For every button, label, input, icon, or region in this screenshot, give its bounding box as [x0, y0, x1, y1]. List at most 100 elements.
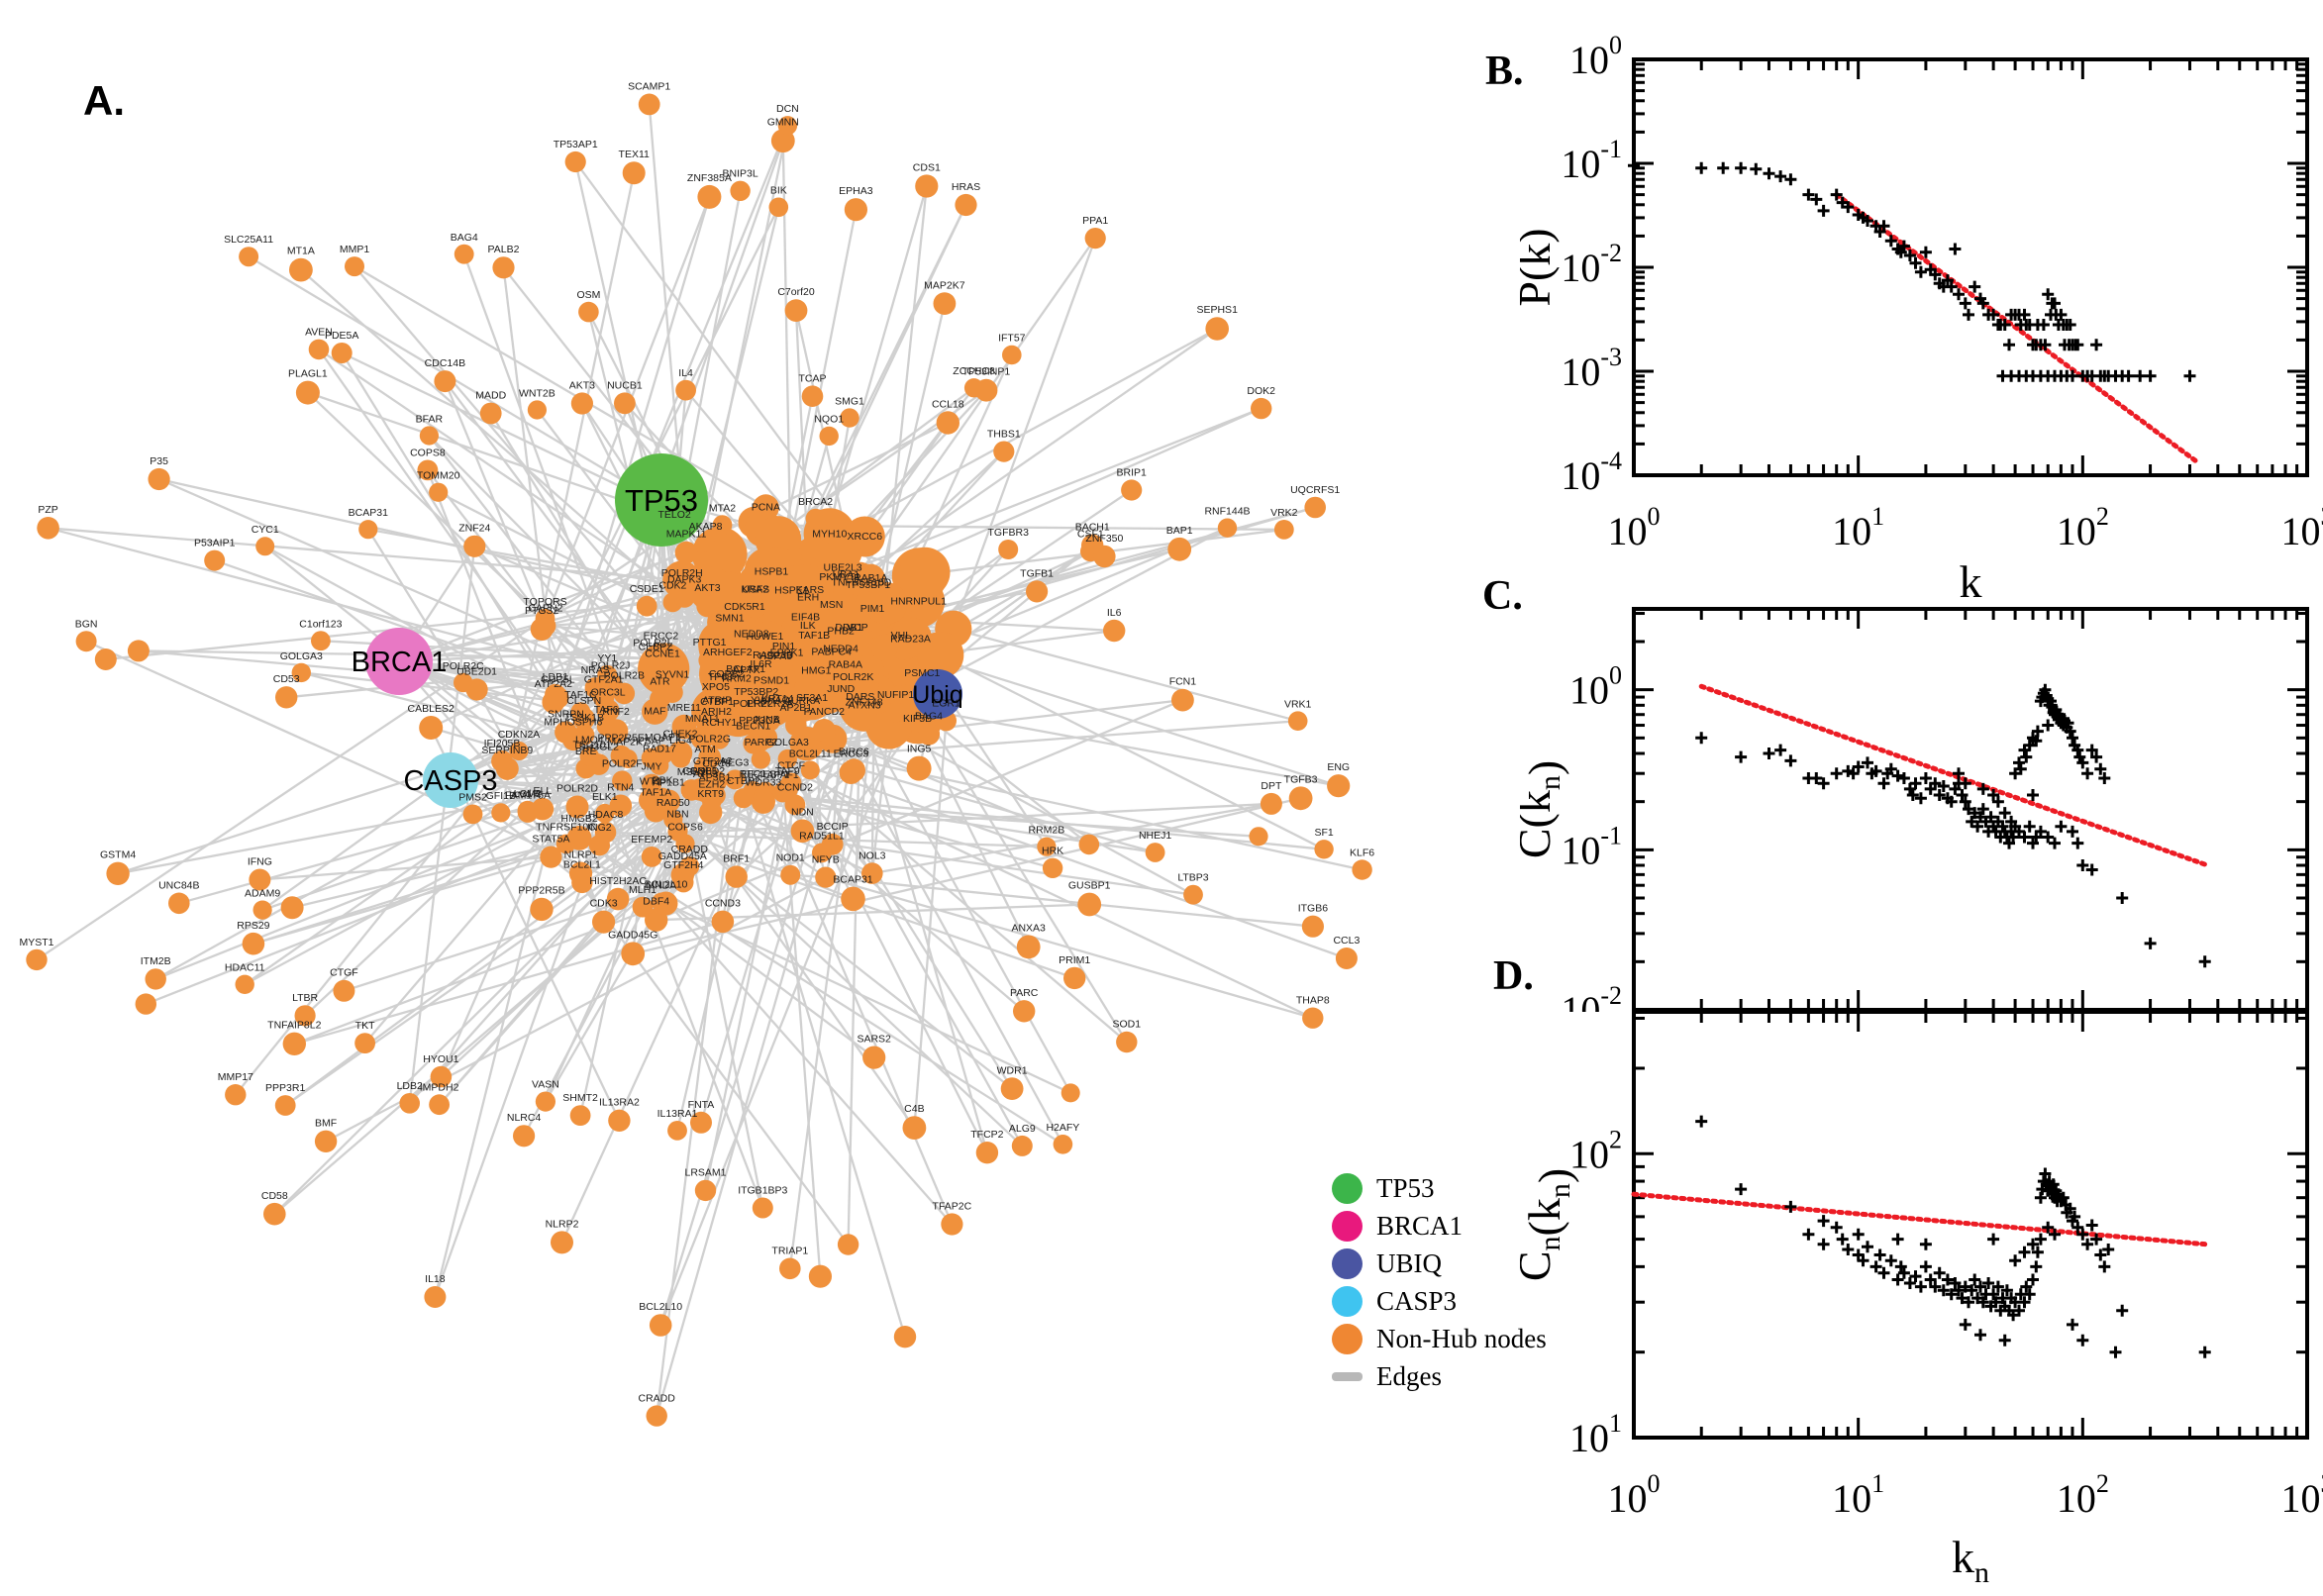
node-label: ADAM9 [245, 888, 280, 900]
node-label: XRCC6 [848, 531, 883, 543]
network-node [915, 174, 939, 198]
node-label: CRADD [671, 844, 709, 855]
legend-edge-swatch [1332, 1371, 1363, 1381]
node-label: RNF144B [1204, 506, 1250, 518]
node-label: DPT [1261, 780, 1282, 792]
network-node [1063, 966, 1086, 990]
network-edge [742, 797, 907, 1338]
network-node [1000, 1077, 1024, 1100]
node-label: TCAP [798, 372, 826, 384]
node-label: COPS6 [667, 821, 703, 833]
node-label: SCAMP1 [628, 81, 670, 93]
network-node [842, 561, 876, 596]
node-label: JMY [642, 761, 662, 773]
node-label: SHMT2 [562, 1092, 598, 1104]
network-node [711, 910, 735, 934]
node-label: PALB2 [488, 244, 520, 255]
y-tick-label: 10-1 [1561, 135, 1622, 186]
node-label: ARIH2 [701, 706, 732, 718]
network-node [815, 866, 837, 888]
node-label: TP53BP2 [734, 686, 778, 698]
network-node [358, 520, 378, 540]
network-node [998, 540, 1019, 559]
network-edge [699, 804, 797, 1124]
node-label: EPHA3 [839, 185, 873, 197]
node-label: KRT9 [697, 788, 724, 800]
network-node [784, 299, 808, 322]
network-node [748, 621, 790, 664]
node-label: GADD45G [608, 929, 657, 941]
axis-ticks [1632, 57, 2309, 477]
node-label: CDC6 [702, 757, 731, 769]
network-node [837, 1234, 859, 1255]
network-hub-nodes [365, 453, 962, 808]
network-node [636, 595, 657, 617]
panel-a-label: A. [83, 77, 125, 124]
x-tick-label: 102 [2057, 502, 2109, 553]
network-node [936, 411, 960, 435]
network-node [649, 1314, 672, 1337]
network-node [1314, 840, 1334, 859]
network-edge [398, 551, 687, 663]
node-label: TAF6 [594, 704, 619, 716]
network-node [644, 799, 667, 823]
node-label: ORC3L [591, 686, 626, 698]
node-label: ced-4 [515, 788, 541, 800]
network-node [419, 716, 444, 740]
node-label: CDK5R1 [724, 601, 765, 613]
node-label: ZNF350 [1085, 533, 1123, 545]
network-node [646, 653, 665, 673]
network-node [899, 547, 951, 598]
axis-ticks [1632, 609, 2309, 1012]
network-edge [473, 546, 547, 627]
node-label: CDK3 [590, 898, 618, 910]
hub-node-ubiq [913, 669, 962, 719]
network-edge [581, 800, 764, 884]
network-node [239, 247, 259, 267]
y-tick-label: 10-3 [1561, 343, 1622, 394]
node-label: BNIP3L [723, 168, 758, 180]
node-label: BMF [315, 1118, 337, 1130]
node-label: TOMM20 [417, 470, 460, 482]
node-label: PSMC1 [904, 667, 940, 679]
node-label: NHEJ1 [1139, 830, 1171, 842]
network-node [291, 662, 311, 683]
network-node [454, 244, 474, 264]
network-node [462, 804, 483, 825]
node-label: HSPE1 [774, 585, 809, 597]
y-axis-title: P(k) [1520, 228, 1560, 306]
network-node [1011, 1135, 1033, 1156]
node-label: MYH10 [812, 528, 847, 540]
network-node [491, 803, 511, 823]
network-node [679, 856, 700, 877]
degree-distribution-chart: 100 101 102 103 100 10-1 10-2 10-3 10-4 k P(k) [1520, 35, 2323, 606]
network-node [274, 1095, 296, 1116]
node-label: DCN [776, 103, 799, 115]
network-node [333, 979, 355, 1002]
node-label: STAT5A [532, 834, 569, 846]
network-node [1093, 545, 1116, 568]
network-node [1103, 619, 1126, 643]
network-node [606, 887, 630, 911]
network-node [1327, 774, 1351, 798]
node-label: POLR2C [443, 660, 484, 672]
node-label: PIN1 [772, 641, 796, 652]
network-node [778, 565, 812, 599]
node-label: PRIM1 [1059, 954, 1090, 966]
network-node [879, 596, 906, 623]
network-node [858, 591, 878, 612]
node-label: PPP2R5E [598, 733, 645, 745]
node-label: PPA1 [1082, 215, 1108, 227]
node-label: MYST1 [19, 937, 53, 948]
node-label: YWHAQ [751, 695, 790, 707]
network-node [430, 1065, 453, 1088]
node-label: NEDD4 [823, 644, 858, 655]
node-label: ALG9 [1009, 1123, 1036, 1135]
network-node [697, 778, 719, 800]
node-label: CEBPZ [639, 642, 674, 653]
network-node [752, 1197, 773, 1219]
network-node [463, 535, 486, 557]
network-node [535, 615, 556, 637]
legend-color-swatch [1332, 1285, 1363, 1317]
